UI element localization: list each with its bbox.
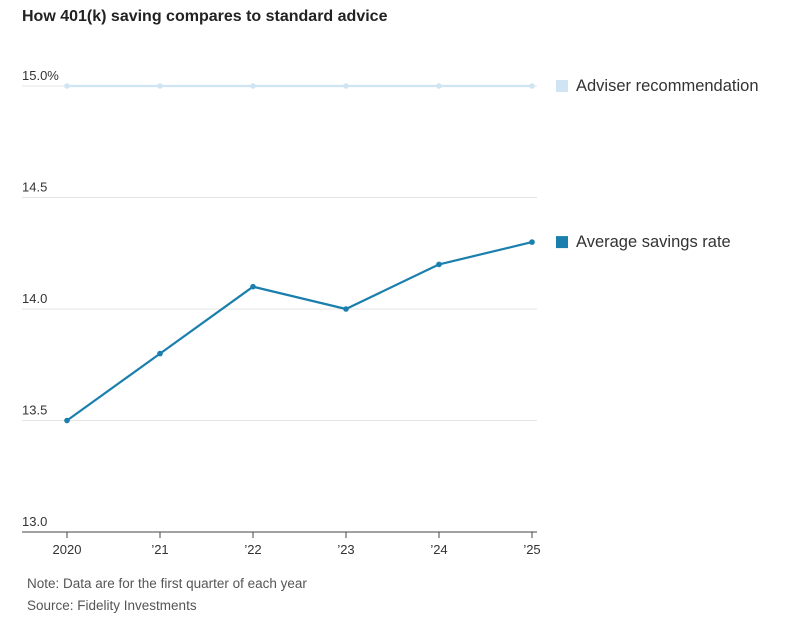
data-point [64, 83, 70, 89]
y-axis-tick-labels: 15.0% 14.5 14.0 13.5 13.0 [22, 68, 59, 529]
x-axis: 2020 ’21 ’22 ’23 ’24 ’25 [22, 531, 541, 557]
chart-title: How 401(k) saving compares to standard a… [22, 8, 388, 25]
x-tick-label: ’21 [151, 542, 168, 557]
x-tick-label: 2020 [53, 542, 82, 557]
chart-note: Note: Data are for the first quarter of … [27, 576, 307, 591]
y-tick-label: 13.5 [22, 403, 47, 418]
data-point [343, 83, 349, 89]
data-point [157, 350, 163, 357]
y-tick-label: 14.5 [22, 180, 47, 195]
legend-swatch [556, 236, 568, 249]
chart-source: Source: Fidelity Investments [27, 598, 197, 613]
legend-label: Adviser recommendation [576, 77, 759, 95]
legend-swatch [556, 80, 568, 92]
data-point [64, 417, 70, 424]
series-lines [64, 83, 535, 424]
data-point [436, 261, 442, 268]
y-tick-label: 15.0% [22, 68, 59, 83]
series-line [66, 241, 533, 422]
y-tick-label: 14.0 [22, 291, 47, 306]
legend: Adviser recommendation Average savings ra… [556, 77, 759, 251]
data-point [343, 306, 349, 312]
legend-label: Average savings rate [576, 233, 731, 251]
gridlines [22, 85, 537, 421]
x-tick-label: ’24 [430, 542, 447, 557]
x-tick-label: ’25 [523, 542, 540, 557]
data-point [436, 83, 442, 89]
data-point [250, 83, 256, 89]
data-point [250, 283, 256, 290]
data-point [529, 239, 535, 245]
y-tick-label: 13.0 [22, 514, 47, 529]
x-tick-label: ’23 [337, 542, 354, 557]
data-point [529, 83, 535, 89]
x-tick-label: ’22 [244, 542, 261, 557]
data-point [157, 83, 163, 89]
